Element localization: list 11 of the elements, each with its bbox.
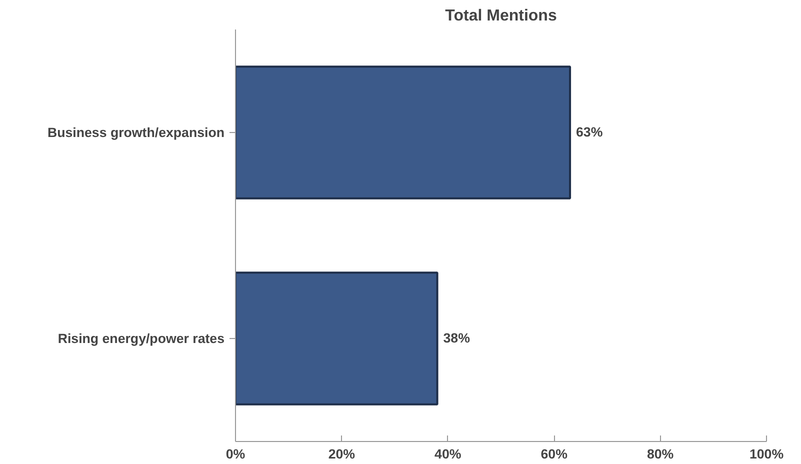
data-label: 63% [576, 124, 603, 140]
y-tick-label: Business growth/expansion [48, 125, 225, 140]
x-tick-label: 40% [434, 446, 462, 462]
x-tick-label: 0% [226, 446, 246, 462]
data-label: 38% [443, 330, 470, 346]
x-tick-label: 60% [540, 446, 568, 462]
x-tick-label: 20% [328, 446, 356, 462]
x-tick-label: 80% [646, 446, 674, 462]
y-tick-label: Rising energy/power rates [58, 331, 224, 346]
x-tick-label: 100% [749, 446, 784, 462]
chart-title: Total Mentions [445, 8, 557, 24]
